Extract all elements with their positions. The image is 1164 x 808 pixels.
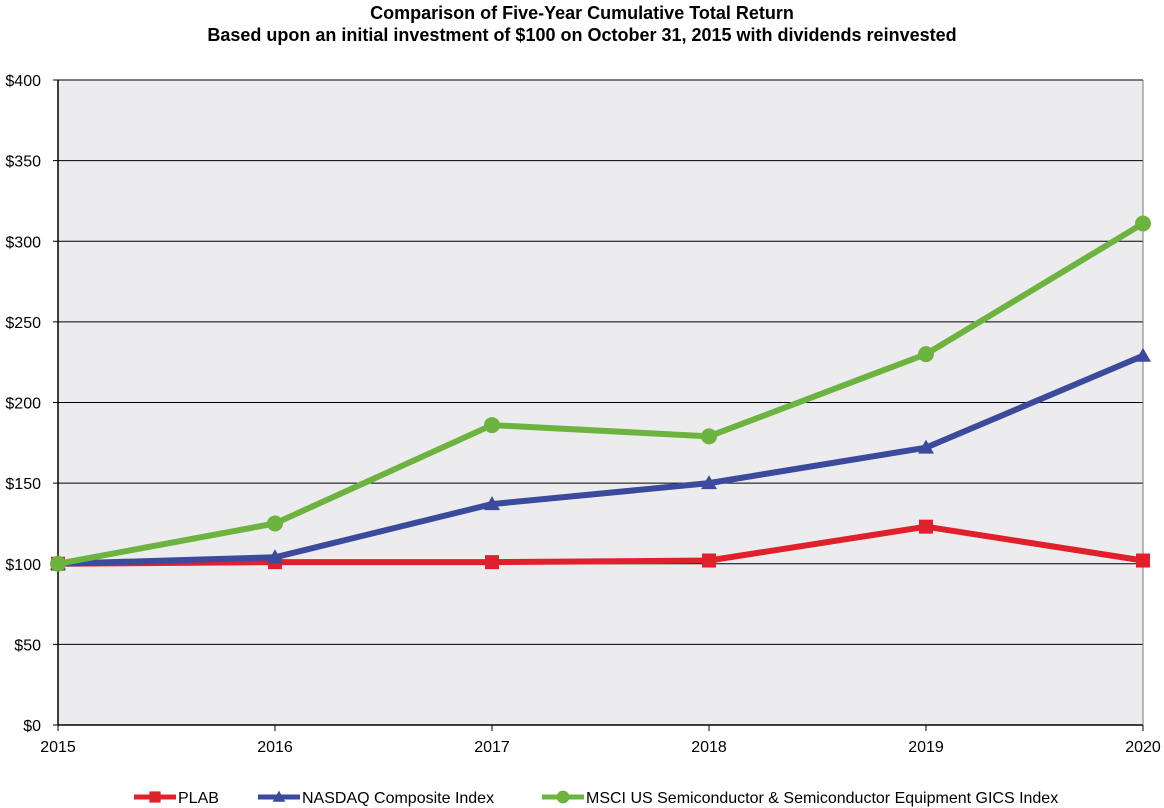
circle-marker (556, 790, 570, 804)
data-point (1136, 553, 1150, 568)
y-tick-label: $50 (14, 637, 41, 654)
x-tick-label: 2015 (40, 739, 76, 756)
y-tick-label: $400 (5, 73, 41, 90)
square-marker (149, 791, 161, 803)
x-tick-label: 2018 (691, 739, 727, 756)
data-point (1135, 215, 1151, 232)
y-tick-label: $0 (23, 718, 41, 735)
triangle-marker (272, 790, 286, 802)
data-point (484, 417, 500, 434)
legend-item: MSCI US Semiconductor & Semiconductor Eq… (542, 790, 1058, 807)
y-tick-label: $300 (5, 234, 41, 251)
data-point (918, 346, 934, 363)
series-line (57, 352, 1145, 567)
data-point (50, 555, 66, 572)
legend-label: MSCI US Semiconductor & Semiconductor Eq… (586, 790, 1058, 807)
data-point (701, 428, 717, 445)
legend-item: PLAB (134, 790, 219, 807)
data-point (702, 553, 716, 568)
series-3 (50, 215, 1151, 572)
y-tick-label: $350 (5, 154, 41, 171)
data-point (267, 515, 283, 532)
series-group (50, 215, 1151, 572)
legend: PLAB NASDAQ Composite Index MSCI US Semico… (134, 790, 1058, 807)
series-line (57, 523, 1144, 567)
y-tick-label: $100 (5, 557, 41, 574)
data-point (918, 439, 934, 454)
data-point (919, 519, 933, 534)
legend-item: NASDAQ Composite Index (258, 790, 494, 807)
data-point (1135, 347, 1151, 362)
data-point (701, 475, 717, 490)
x-tick-label: 2020 (1125, 739, 1161, 756)
legend-label: NASDAQ Composite Index (302, 790, 494, 807)
series-line (57, 220, 1145, 567)
y-tick-label: $150 (5, 476, 41, 493)
gridlines (58, 79, 1143, 645)
data-point (267, 549, 283, 564)
y-tick-label: $200 (5, 396, 41, 413)
x-axis-ticks: 2015 2016 2017 2018 2019 2020 (40, 725, 1161, 756)
y-tick-label: $250 (5, 315, 41, 332)
y-axis-ticks: $0 $50 $100 $150 $200 $250 $300 $350 $400 (5, 73, 58, 735)
x-tick-label: 2017 (474, 739, 510, 756)
data-point (484, 496, 500, 511)
x-tick-label: 2016 (257, 739, 293, 756)
chart-subtitle: Based upon an initial investment of $100… (207, 25, 957, 45)
legend-label: PLAB (178, 790, 219, 807)
x-tick-label: 2019 (908, 739, 944, 756)
data-point (485, 555, 499, 570)
chart-title: Comparison of Five-Year Cumulative Total… (370, 3, 794, 23)
